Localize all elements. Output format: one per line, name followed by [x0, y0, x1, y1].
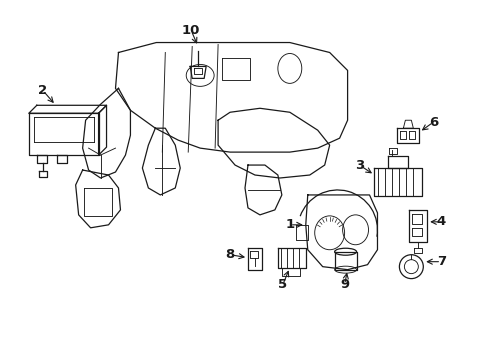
Text: 7: 7	[436, 255, 445, 268]
Text: 9: 9	[339, 278, 348, 291]
Text: 5: 5	[278, 278, 287, 291]
Text: 10: 10	[182, 24, 200, 37]
Text: 8: 8	[225, 248, 234, 261]
Text: 1: 1	[285, 218, 294, 231]
Text: 4: 4	[436, 215, 445, 228]
Text: 2: 2	[38, 84, 47, 97]
Text: 3: 3	[354, 158, 364, 172]
Text: 6: 6	[428, 116, 437, 129]
